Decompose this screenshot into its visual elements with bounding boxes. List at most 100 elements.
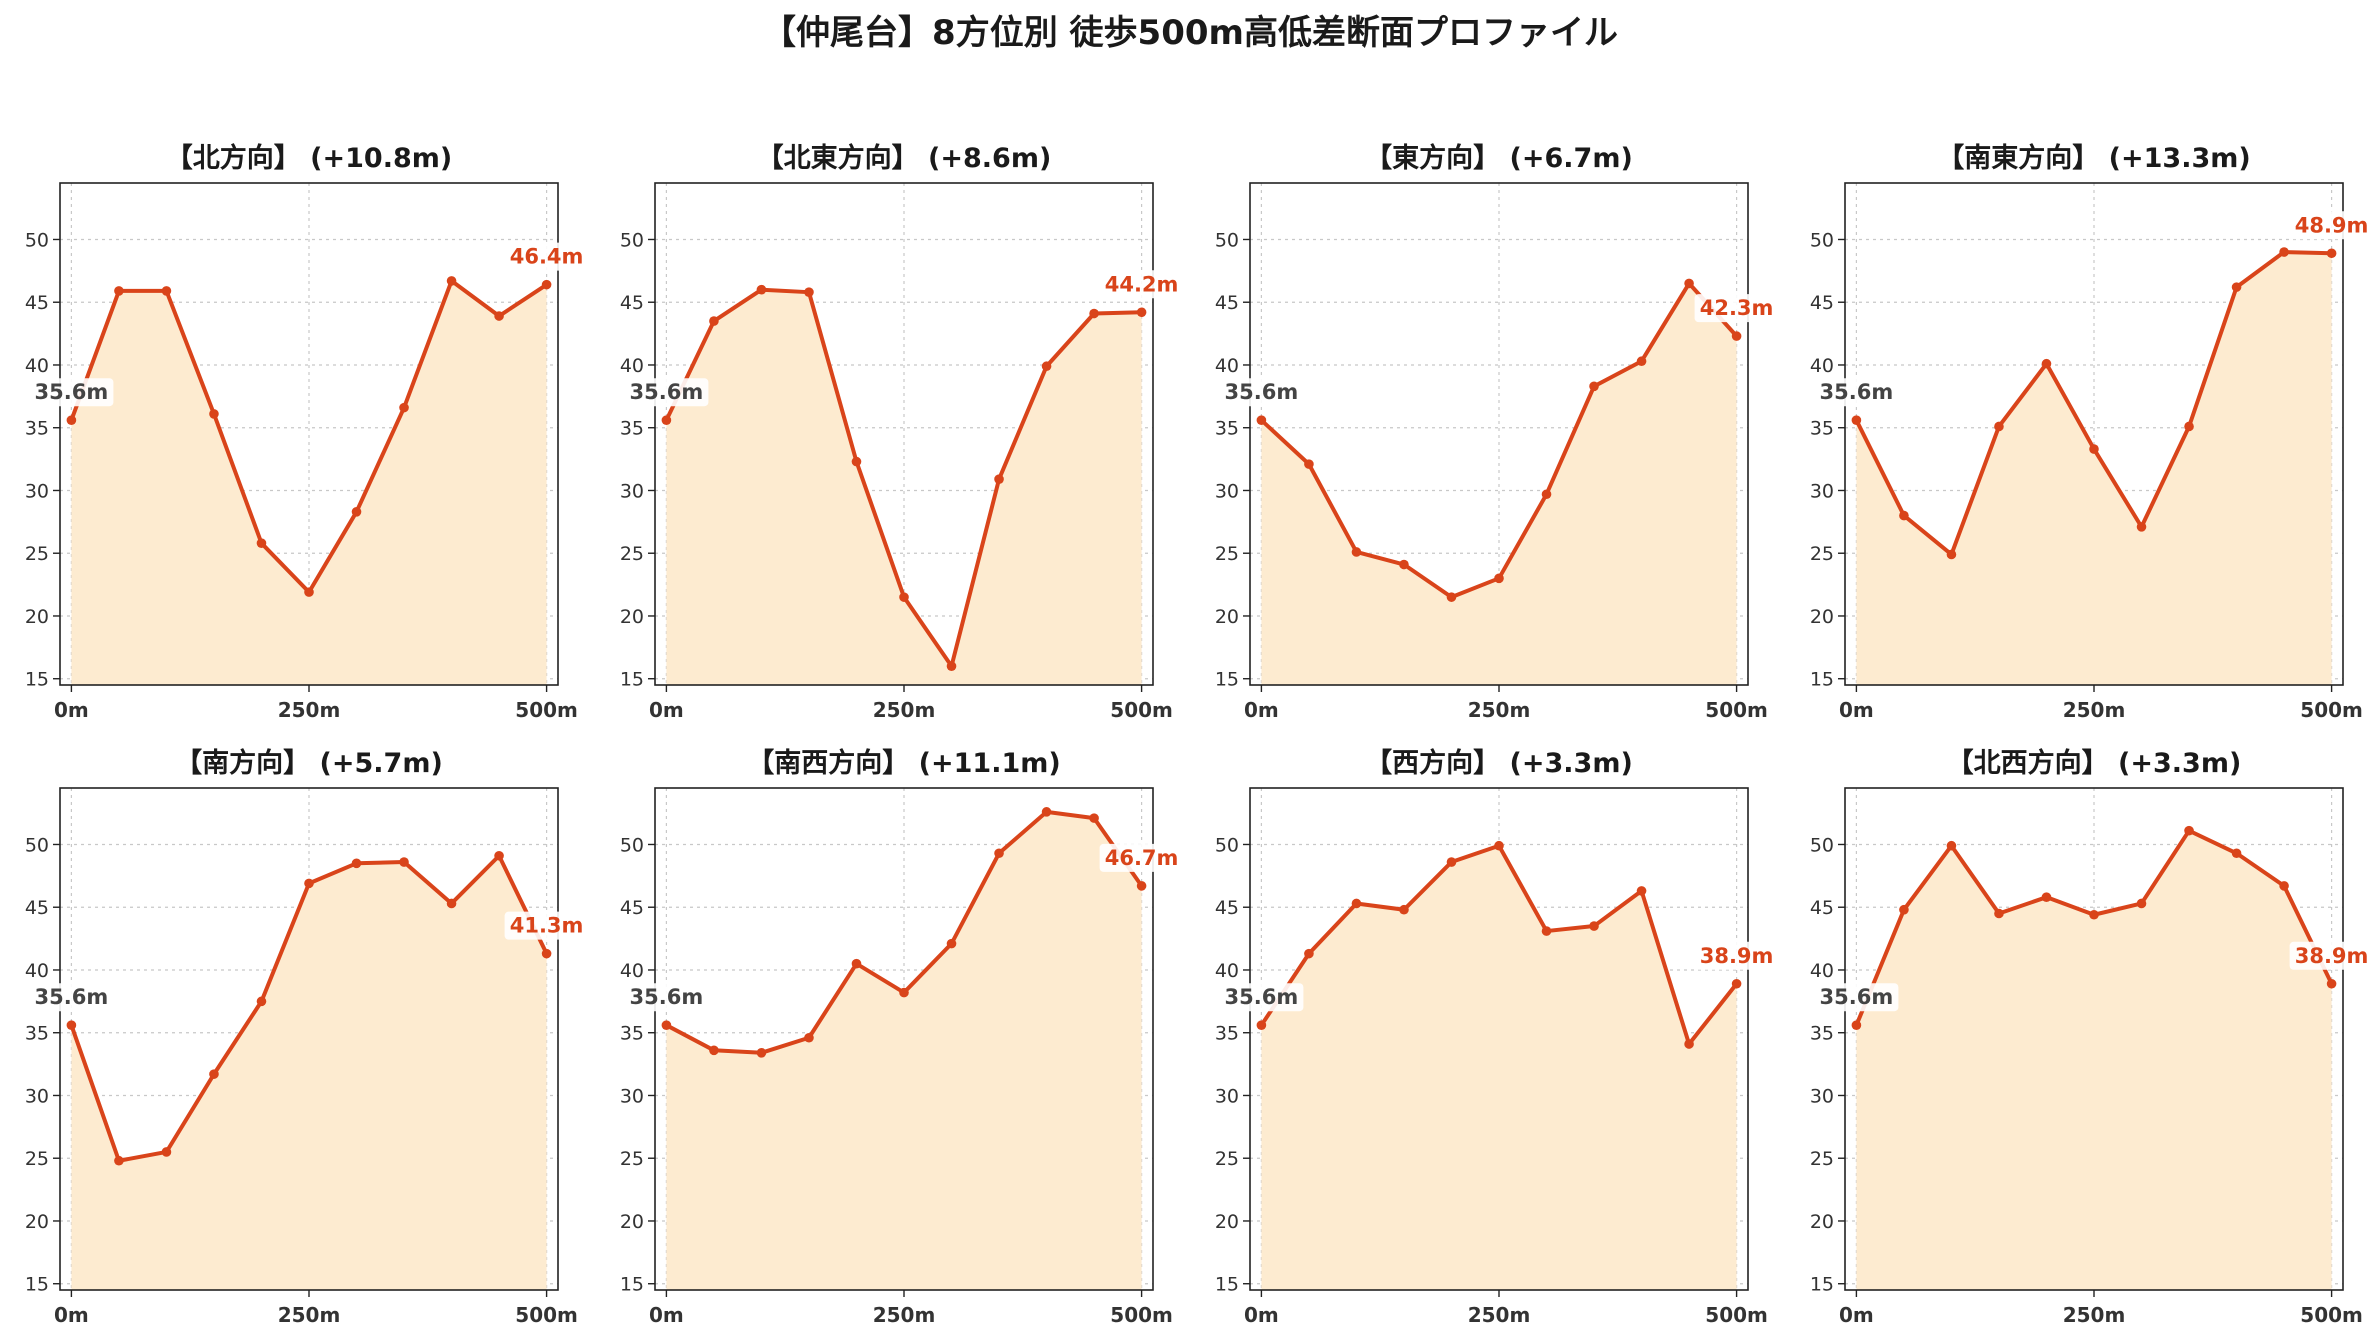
- data-point: [1684, 278, 1694, 289]
- area-fill: [71, 280, 547, 685]
- y-tick-label: 25: [620, 1148, 644, 1170]
- y-tick-label: 15: [620, 669, 644, 691]
- data-point: [1946, 840, 1957, 851]
- start-label-box: [624, 378, 709, 407]
- start-label-box: [29, 983, 114, 1012]
- start-elevation-label: 35.6m: [630, 985, 704, 1009]
- data-point: [1351, 898, 1362, 909]
- y-tick-label: 20: [25, 606, 49, 628]
- x-tick-label: 250m: [278, 1303, 341, 1327]
- data-point: [1089, 813, 1099, 823]
- x-tick-label: 250m: [2063, 1303, 2126, 1327]
- y-tick-label: 25: [1810, 1148, 1834, 1170]
- data-point: [114, 286, 124, 296]
- data-point: [256, 538, 267, 548]
- start-elevation-label: 35.6m: [1225, 985, 1299, 1009]
- y-tick-label: 20: [1215, 606, 1239, 628]
- end-elevation-label: 44.2m: [1105, 272, 1179, 296]
- y-tick-label: 30: [1810, 480, 1834, 502]
- y-tick-label: 50: [1810, 834, 1834, 856]
- area-fill: [666, 811, 1142, 1290]
- data-point: [1494, 840, 1504, 851]
- data-point: [661, 415, 672, 425]
- x-tick-label: 250m: [873, 1303, 936, 1327]
- y-tick-label: 35: [1215, 418, 1239, 440]
- y-tick-label: 40: [1215, 355, 1239, 377]
- data-point: [2041, 892, 2052, 902]
- y-tick-label: 50: [1215, 834, 1239, 856]
- area-fill: [71, 855, 547, 1290]
- y-tick-label: 35: [1810, 1023, 1834, 1045]
- start-label-box: [624, 983, 709, 1012]
- data-point: [256, 996, 267, 1007]
- data-point: [661, 1020, 672, 1030]
- y-tick-label: 25: [1810, 543, 1834, 565]
- y-tick-label: 35: [1810, 418, 1834, 440]
- data-point: [494, 311, 504, 321]
- x-tick-label: 500m: [2300, 698, 2363, 722]
- data-point: [1899, 510, 1909, 521]
- start-elevation-label: 35.6m: [1820, 985, 1894, 1009]
- x-tick-label: 500m: [1705, 698, 1768, 722]
- data-point: [1994, 421, 2004, 432]
- data-point: [1446, 592, 1457, 602]
- area-fill: [1856, 830, 2332, 1290]
- end-label-box: [2289, 211, 2374, 240]
- data-point: [2136, 898, 2147, 909]
- end-label-box: [1099, 843, 1184, 872]
- y-tick-label: 45: [1215, 897, 1239, 919]
- y-tick-label: 20: [620, 1211, 644, 1233]
- end-elevation-label: 48.9m: [2295, 213, 2369, 237]
- y-tick-label: 30: [1215, 480, 1239, 502]
- data-point: [1994, 908, 2004, 919]
- data-point: [2136, 522, 2147, 532]
- start-label-box: [1814, 983, 1899, 1012]
- data-point: [2089, 909, 2099, 920]
- data-point: [304, 878, 314, 889]
- end-label-box: [1694, 941, 1779, 970]
- y-tick-label: 50: [620, 834, 644, 856]
- data-point: [1041, 361, 1052, 372]
- end-elevation-label: 46.4m: [510, 245, 584, 269]
- data-point: [946, 661, 957, 671]
- start-elevation-label: 35.6m: [35, 380, 109, 404]
- x-tick-label: 0m: [649, 698, 684, 722]
- y-tick-label: 15: [1810, 1274, 1834, 1296]
- y-tick-label: 15: [25, 1274, 49, 1296]
- data-point: [756, 284, 767, 295]
- data-point: [946, 938, 957, 949]
- y-tick-label: 30: [25, 480, 49, 502]
- y-tick-label: 35: [25, 418, 49, 440]
- data-point: [1636, 886, 1647, 896]
- data-point: [1731, 331, 1742, 341]
- y-tick-label: 35: [620, 418, 644, 440]
- data-point: [1256, 415, 1267, 425]
- y-tick-label: 45: [1810, 292, 1834, 314]
- y-tick-label: 45: [620, 292, 644, 314]
- y-tick-label: 45: [1810, 897, 1834, 919]
- data-point: [756, 1048, 767, 1058]
- start-label-box: [1219, 378, 1304, 407]
- panel-title: 【北西方向】 (+3.3m): [1947, 747, 2242, 779]
- end-elevation-label: 41.3m: [510, 914, 584, 938]
- data-point: [709, 316, 719, 326]
- data-point: [2326, 248, 2337, 259]
- data-point: [2231, 848, 2242, 859]
- data-point: [851, 958, 862, 969]
- end-label-box: [504, 911, 589, 940]
- y-tick-label: 15: [1810, 669, 1834, 691]
- panel-title: 【南西方向】 (+11.1m): [747, 747, 1060, 779]
- data-point: [351, 858, 362, 869]
- y-tick-label: 15: [1215, 669, 1239, 691]
- data-point: [1731, 978, 1742, 989]
- x-tick-label: 500m: [515, 698, 578, 722]
- x-tick-label: 250m: [1468, 698, 1531, 722]
- area-fill: [1261, 283, 1737, 685]
